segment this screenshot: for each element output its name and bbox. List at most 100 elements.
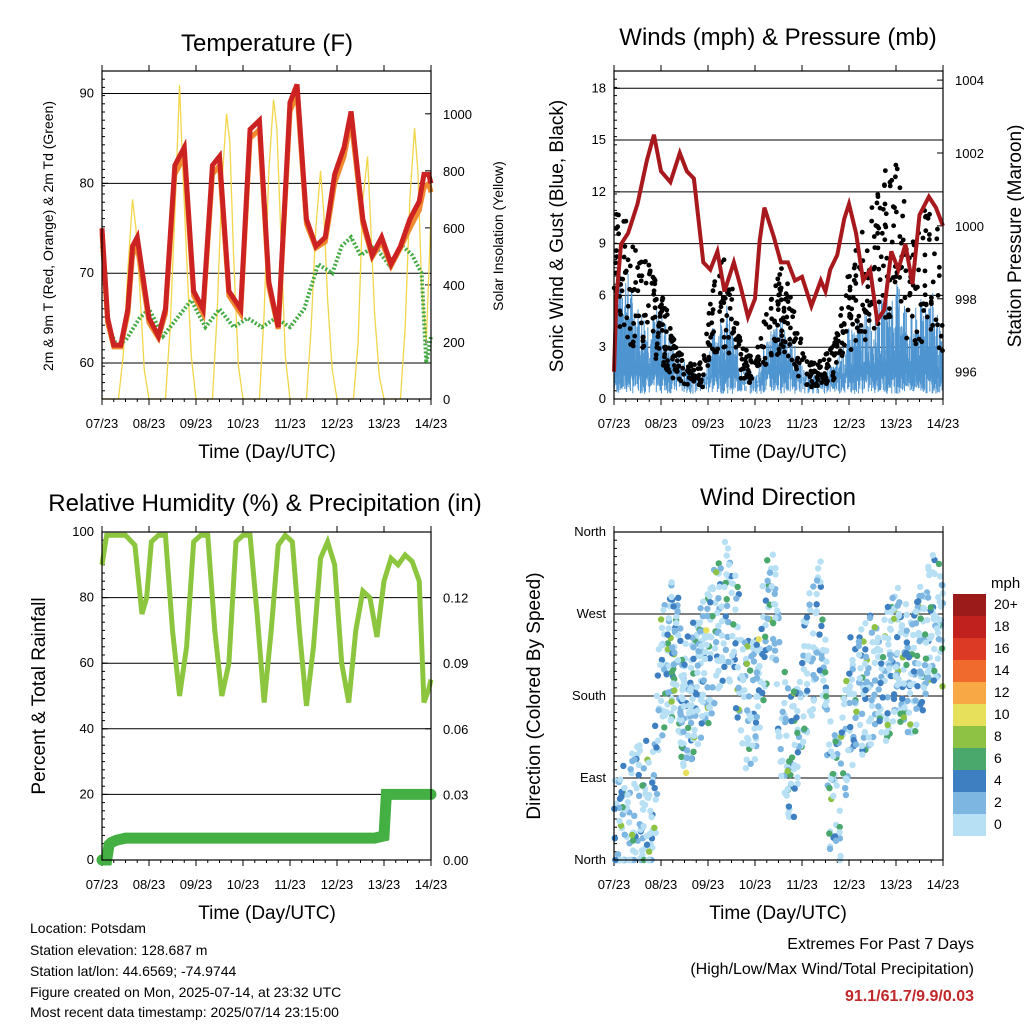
direction-point bbox=[693, 683, 700, 691]
x-tick-label: 08/23 bbox=[645, 877, 678, 892]
direction-point bbox=[803, 614, 811, 621]
gust-point bbox=[700, 384, 705, 390]
gust-point bbox=[614, 211, 619, 217]
direction-point bbox=[655, 646, 663, 653]
direction-point bbox=[639, 806, 647, 813]
direction-point bbox=[903, 639, 911, 646]
direction-point bbox=[838, 729, 845, 736]
direction-point bbox=[665, 625, 672, 632]
direction-point bbox=[900, 666, 907, 673]
direction-point bbox=[746, 667, 754, 674]
gust-point bbox=[883, 211, 889, 217]
gust-point bbox=[922, 268, 928, 274]
direction-point bbox=[917, 583, 924, 591]
direction-point bbox=[755, 636, 762, 643]
direction-point bbox=[919, 707, 926, 714]
direction-point bbox=[889, 594, 896, 602]
gust-point bbox=[804, 382, 810, 388]
gust-point bbox=[729, 297, 735, 302]
gust-point bbox=[782, 349, 787, 355]
direction-point bbox=[784, 685, 792, 692]
colorbar-swatch bbox=[953, 594, 986, 616]
direction-point bbox=[827, 775, 835, 783]
direction-point bbox=[723, 571, 730, 578]
direction-point bbox=[760, 680, 767, 688]
gust-point bbox=[764, 311, 769, 317]
direction-point bbox=[677, 625, 684, 632]
direction-point bbox=[614, 851, 622, 858]
direction-point bbox=[723, 602, 731, 610]
direction-point bbox=[802, 619, 810, 626]
gust-point bbox=[707, 301, 713, 307]
gust-point bbox=[887, 183, 893, 189]
direction-point bbox=[904, 644, 911, 651]
gust-point bbox=[825, 363, 831, 369]
direction-point bbox=[918, 592, 925, 600]
y-tick-label: South bbox=[572, 688, 606, 703]
gust-point bbox=[720, 294, 726, 300]
direction-point bbox=[769, 635, 777, 643]
direction-point bbox=[741, 687, 748, 694]
direction-point bbox=[920, 604, 927, 612]
direction-point bbox=[785, 803, 793, 810]
colorbar-label: 12 bbox=[994, 684, 1010, 700]
direction-point bbox=[650, 772, 658, 779]
direction-point bbox=[651, 784, 658, 792]
gust-point bbox=[804, 359, 810, 364]
gust-point bbox=[928, 326, 934, 332]
gust-point bbox=[758, 336, 764, 341]
direction-point bbox=[852, 741, 860, 748]
direction-point bbox=[753, 713, 761, 721]
gust-point bbox=[700, 372, 706, 378]
direction-point bbox=[788, 717, 795, 725]
direction-point bbox=[804, 656, 811, 663]
gust-point bbox=[845, 274, 851, 280]
gust-point bbox=[665, 358, 670, 364]
direction-point bbox=[665, 689, 672, 696]
winds-plot-area: 0 3 6 9 12 15 18 996 998 1000 1002 1004 07/23 08/23 09… bbox=[592, 65, 984, 431]
y-tick-label: 60 bbox=[80, 355, 94, 370]
direction-point bbox=[799, 659, 806, 667]
gust-point bbox=[663, 329, 669, 335]
gust-point bbox=[865, 284, 871, 290]
direction-point bbox=[625, 819, 633, 826]
direction-point bbox=[868, 702, 876, 710]
x-tick-label: 14/23 bbox=[415, 877, 448, 892]
gust-point bbox=[647, 269, 653, 275]
direction-point bbox=[670, 661, 678, 668]
gust-point bbox=[905, 307, 911, 313]
direction-point bbox=[865, 734, 872, 741]
direction-point bbox=[664, 640, 672, 647]
gust-point bbox=[625, 257, 631, 263]
direction-point bbox=[657, 616, 665, 623]
direction-point bbox=[891, 708, 898, 715]
gust-point bbox=[681, 381, 687, 387]
direction-point bbox=[883, 716, 890, 723]
gust-point bbox=[939, 323, 945, 328]
direction-point bbox=[661, 724, 668, 731]
direction-point bbox=[931, 667, 938, 675]
gust-point bbox=[797, 340, 803, 346]
direction-point bbox=[920, 684, 928, 691]
direction-point bbox=[695, 648, 702, 655]
direction-point bbox=[903, 661, 910, 669]
direction-point bbox=[657, 697, 665, 705]
y-tick-label: 3 bbox=[599, 339, 606, 354]
gust-point bbox=[621, 218, 627, 224]
colorbar-label: 8 bbox=[994, 728, 1002, 744]
direction-point bbox=[931, 570, 938, 578]
direction-point bbox=[654, 737, 662, 744]
gust-point bbox=[876, 266, 882, 272]
direction-point bbox=[862, 686, 869, 694]
colorbar-swatch bbox=[953, 660, 986, 682]
y-tick-label: 15 bbox=[592, 132, 606, 147]
x-tick-label: 09/23 bbox=[692, 416, 725, 431]
x-tick-label: 12/23 bbox=[833, 416, 866, 431]
gust-point bbox=[839, 306, 845, 311]
direction-point bbox=[871, 720, 879, 728]
direction-point bbox=[813, 649, 820, 656]
gust-point bbox=[704, 331, 709, 337]
gust-point bbox=[630, 339, 636, 345]
gust-point bbox=[633, 248, 638, 253]
direction-point bbox=[621, 784, 628, 792]
